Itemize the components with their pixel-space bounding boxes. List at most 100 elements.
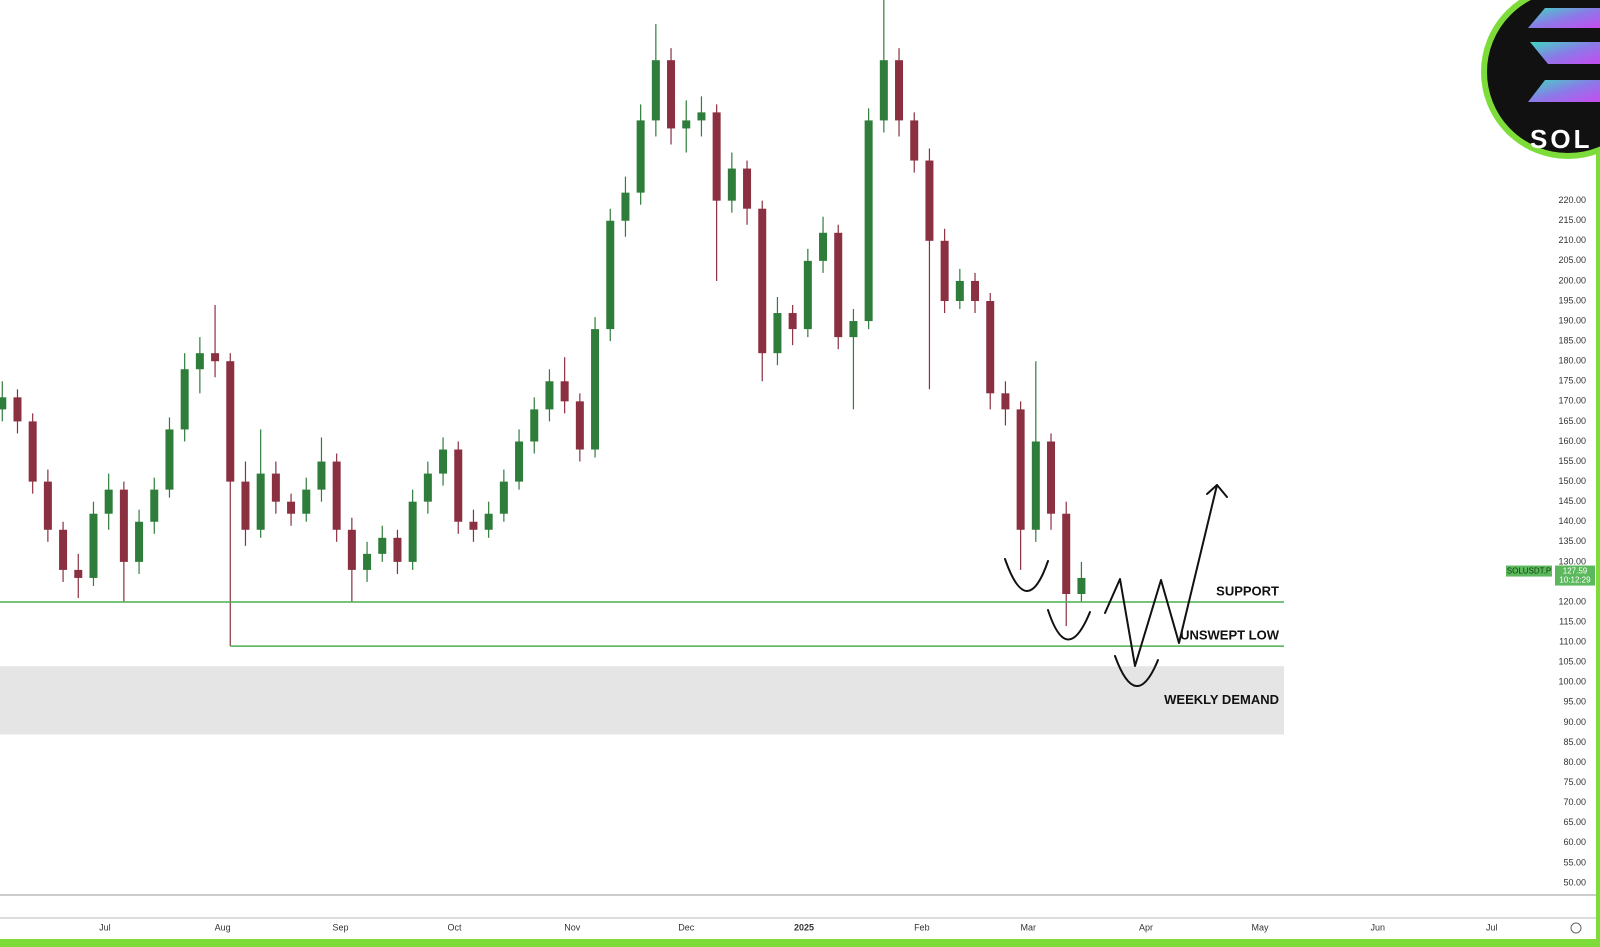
logo-bar: [1530, 42, 1600, 64]
demand-zone: [0, 666, 1284, 735]
candle-body: [560, 381, 569, 402]
candle-body: [849, 321, 858, 338]
candle-body: [834, 232, 843, 338]
logo: SOL: [1481, 0, 1600, 159]
y-tick-label: 95.00: [1563, 697, 1586, 707]
candle-body: [180, 369, 189, 430]
frame-right: [1596, 0, 1600, 947]
y-tick-label: 210.00: [1558, 235, 1586, 245]
candle-body: [971, 280, 980, 302]
candle-body: [986, 301, 995, 394]
arrow-head: [1206, 484, 1228, 498]
candle-body: [712, 112, 721, 201]
candle-body: [1077, 577, 1086, 594]
candle-body: [28, 421, 37, 482]
y-tick-label: 165.00: [1558, 416, 1586, 426]
symbol-tag: SOLUSDT.P: [1507, 567, 1551, 576]
candle-body: [241, 481, 250, 530]
logo-bar: [1528, 80, 1600, 102]
price-tag-bg: [1555, 565, 1595, 586]
x-tick-label: Apr: [1139, 922, 1153, 932]
y-tick-label: 200.00: [1558, 275, 1586, 285]
candle-body: [530, 409, 539, 442]
candle-body: [59, 529, 68, 570]
candle-body: [43, 481, 52, 530]
drawn-curve: [1004, 558, 1049, 592]
candle-body: [515, 441, 524, 482]
y-tick-label: 60.00: [1563, 837, 1586, 847]
y-tick-label: 180.00: [1558, 356, 1586, 366]
candle-body: [287, 501, 296, 514]
logo-text: SOL: [1530, 124, 1592, 154]
candle-body: [940, 240, 949, 302]
x-tick-label: Nov: [564, 922, 581, 932]
candle-body: [256, 473, 265, 530]
y-tick-label: 130.00: [1558, 556, 1586, 566]
y-tick-label: 160.00: [1558, 436, 1586, 446]
candle-body: [773, 313, 782, 354]
candle-body: [864, 120, 873, 322]
settings-icon[interactable]: [1570, 922, 1582, 934]
y-tick-label: 215.00: [1558, 215, 1586, 225]
candle-body: [119, 489, 128, 562]
x-tick-label: Jul: [99, 922, 111, 932]
candle-body: [332, 461, 341, 530]
y-tick-label: 80.00: [1563, 757, 1586, 767]
y-tick-label: 135.00: [1558, 536, 1586, 546]
candle-body: [469, 521, 478, 530]
candle-body: [454, 449, 463, 522]
y-tick-label: 195.00: [1558, 295, 1586, 305]
y-tick-label: 110.00: [1559, 637, 1586, 647]
candle-body: [1031, 441, 1040, 530]
candle-body: [697, 112, 706, 121]
candle-body: [363, 553, 372, 570]
candle-body: [575, 401, 584, 450]
hand-drawings: [1004, 484, 1228, 687]
candle-body: [1062, 513, 1071, 594]
y-tick-label: 55.00: [1563, 857, 1586, 867]
candle-body: [667, 60, 676, 129]
x-tick-label: Dec: [678, 922, 695, 932]
countdown: 10:12:29: [1559, 576, 1591, 585]
y-tick-label: 145.00: [1558, 496, 1586, 506]
candle-body: [165, 429, 174, 490]
candle-body: [621, 192, 630, 221]
candle-body: [393, 537, 402, 562]
y-tick-label: 205.00: [1558, 255, 1586, 265]
candle-body: [150, 489, 159, 522]
candle-body: [682, 120, 691, 129]
candle-body: [925, 160, 934, 241]
x-tick-label: Aug: [215, 922, 231, 932]
candle-body: [271, 473, 280, 502]
y-tick-label: 190.00: [1558, 315, 1586, 325]
candle-body: [135, 521, 144, 562]
candle-body: [499, 481, 508, 514]
candle-body: [727, 168, 736, 201]
candle-body: [651, 60, 660, 121]
candle-body: [211, 353, 220, 362]
candle-body: [606, 220, 615, 330]
candle-body: [423, 473, 432, 502]
zone-label: WEEKLY DEMAND: [1164, 692, 1279, 707]
candle-body: [788, 313, 797, 330]
x-tick-label: Jun: [1371, 922, 1386, 932]
y-tick-label: 85.00: [1563, 737, 1586, 747]
y-tick-label: 75.00: [1563, 777, 1586, 787]
y-tick-label: 50.00: [1563, 877, 1586, 887]
candle-body: [13, 397, 22, 422]
drawn-zigzag-arrow: [1104, 484, 1218, 667]
level-label: UNSWEPT LOW: [1180, 628, 1280, 643]
candle-body: [347, 529, 356, 570]
candle-body: [89, 513, 98, 578]
candle-body: [317, 461, 326, 490]
y-tick-label: 115.00: [1559, 616, 1586, 626]
drawn-curve: [1047, 609, 1091, 641]
candle-body: [1047, 441, 1056, 514]
last-price: 127.59: [1563, 567, 1588, 576]
level-label: SUPPORT: [1216, 583, 1279, 598]
candle-body: [895, 60, 904, 121]
frame-bottom: [0, 939, 1600, 947]
candle-body: [545, 381, 554, 410]
